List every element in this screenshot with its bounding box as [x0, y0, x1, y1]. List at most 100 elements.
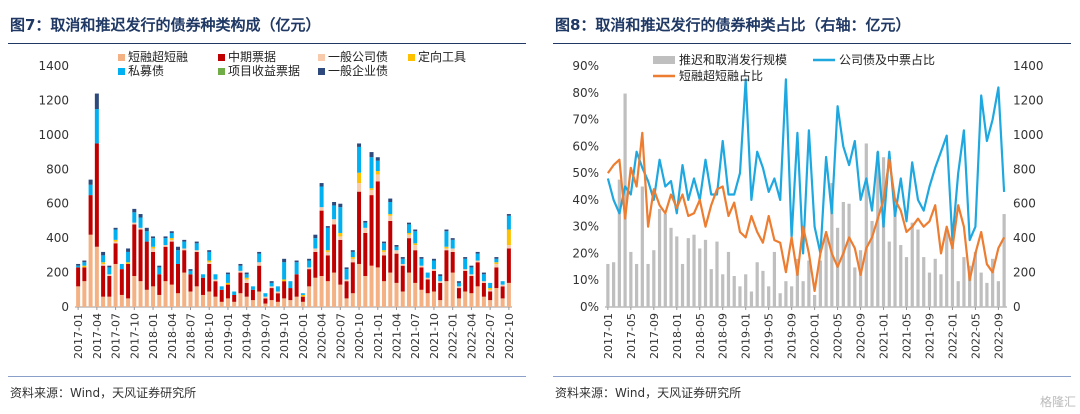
bar: [634, 263, 639, 307]
x-tick-label: 2020-10: [353, 313, 366, 359]
bar-segment: [213, 279, 218, 282]
bar-segment: [88, 234, 93, 307]
bar-segment: [357, 191, 362, 264]
bar-segment: [225, 284, 230, 299]
bar-segment: [338, 239, 343, 285]
bar-segment: [82, 267, 87, 282]
y-left-tick-label: 30%: [572, 220, 599, 234]
bar-segment: [151, 238, 156, 247]
bar: [612, 262, 616, 307]
bar-segment: [300, 293, 305, 295]
legend-swatch: [653, 56, 675, 64]
bar-segment: [101, 255, 106, 263]
bar-segment: [332, 272, 337, 307]
bar-segment: [413, 250, 418, 283]
bar-segment: [144, 227, 149, 232]
bar-segment: [500, 286, 505, 299]
bar-segment: [369, 152, 374, 158]
bar: [858, 250, 863, 307]
y-tick-label: 1400: [38, 59, 69, 73]
bar-segment: [450, 251, 455, 273]
bar-segment: [369, 195, 374, 266]
bar: [629, 251, 633, 307]
bar: [652, 250, 656, 307]
bar-segment: [363, 227, 368, 233]
bar-segment: [425, 277, 430, 280]
x-tick-label: 2020-01: [809, 313, 822, 359]
bar-segment: [444, 246, 449, 249]
bar-segment: [338, 284, 343, 307]
legend-swatch: [118, 68, 125, 75]
bar-segment: [425, 279, 430, 294]
bar-segment: [82, 281, 87, 307]
bar-segment: [388, 272, 393, 307]
bar: [738, 286, 742, 307]
bar: [824, 234, 828, 307]
bar: [606, 263, 610, 307]
bar-segment: [288, 288, 293, 301]
bar-segment: [506, 229, 511, 246]
bar-segment: [506, 248, 511, 283]
bar-segment: [438, 282, 443, 301]
bar-segment: [450, 238, 455, 240]
bar-segment: [219, 289, 224, 302]
bar-segment: [344, 281, 349, 299]
bar-segment: [319, 207, 324, 211]
x-tick-label: 2022-01: [946, 313, 959, 359]
y-right-tick-label: 600: [1013, 197, 1036, 211]
bar-segment: [188, 270, 193, 275]
bar-segment: [450, 248, 455, 252]
y-right-tick-label: 800: [1013, 162, 1036, 176]
bar-segment: [294, 296, 299, 307]
bar-segment: [263, 303, 268, 307]
y-right-tick-label: 400: [1013, 231, 1036, 245]
bar-segment: [269, 288, 274, 301]
bar-segment: [419, 289, 424, 307]
bar-segment: [101, 263, 106, 266]
bar-segment: [350, 250, 355, 252]
bar-segment: [225, 272, 230, 275]
bar-segment: [444, 248, 449, 251]
bar-segment: [113, 239, 118, 242]
bar-segment: [138, 281, 143, 307]
bar-segment: [419, 257, 424, 259]
bar-segment: [163, 245, 168, 247]
bar: [749, 291, 754, 307]
bar-segment: [506, 214, 511, 216]
bar-segment: [275, 291, 280, 294]
bar: [698, 248, 702, 307]
y-tick-label: 400: [46, 231, 69, 245]
bar-segment: [463, 270, 468, 292]
bar-segment: [188, 291, 193, 307]
bar-segment: [338, 207, 343, 233]
bar-segment: [325, 255, 330, 282]
bar: [715, 241, 719, 307]
y-right-tick-label: 200: [1013, 266, 1036, 280]
y-tick-label: 1200: [38, 93, 69, 107]
bar-segment: [176, 246, 181, 251]
bar-segment: [275, 286, 280, 292]
legend-label: 短融超短融占比: [679, 68, 763, 83]
bar-segment: [119, 269, 124, 295]
bar-segment: [194, 241, 199, 244]
bar-segment: [475, 260, 480, 263]
bar-segment: [438, 300, 443, 307]
bar-segment: [363, 232, 368, 277]
bar-segment: [463, 257, 468, 259]
x-tick-label: 2018-10: [203, 313, 216, 359]
bar: [640, 186, 644, 307]
bar: [732, 276, 736, 307]
bar-segment: [113, 241, 118, 244]
bar: [807, 260, 811, 307]
bar-segment: [325, 250, 330, 252]
bar-segment: [282, 298, 287, 307]
bar-segment: [350, 258, 355, 263]
bar-segment: [182, 250, 187, 273]
bar-segment: [319, 183, 324, 187]
x-tick-label: 2019-10: [278, 313, 291, 359]
bar-segment: [157, 294, 162, 307]
bar: [853, 267, 857, 307]
bar: [726, 251, 731, 307]
bar-segment: [257, 251, 262, 254]
bar-segment: [307, 260, 312, 268]
